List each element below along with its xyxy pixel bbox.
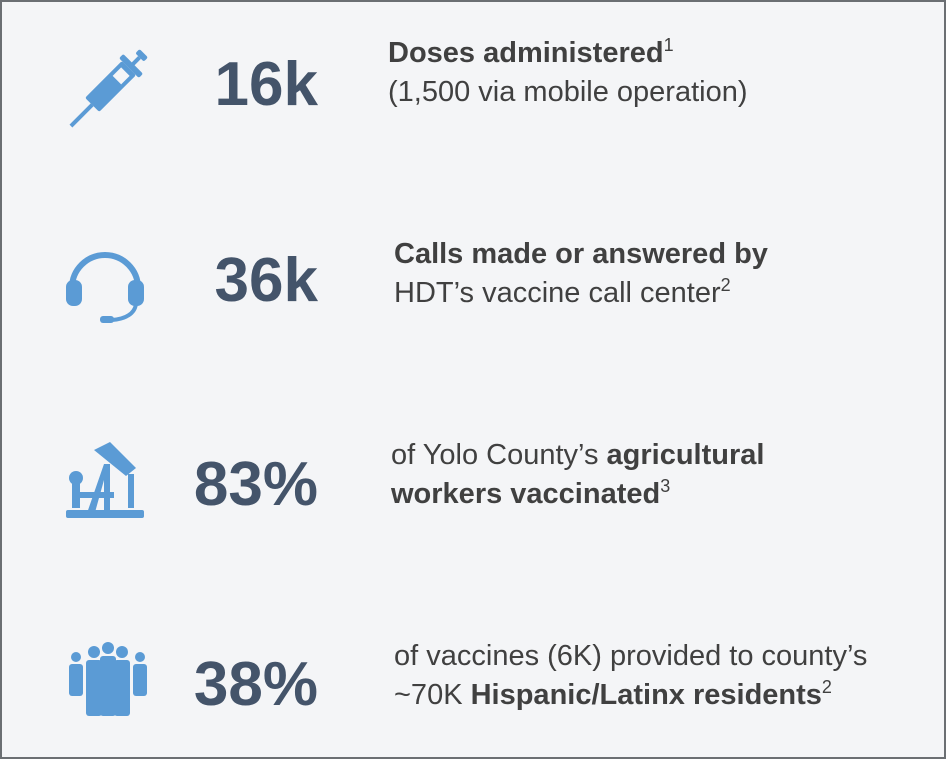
footnote-ref: 1 xyxy=(663,35,674,55)
text-line: Doses administered1 xyxy=(388,34,747,73)
text-run: of Yolo County’s xyxy=(391,439,607,471)
text-run: ~70K xyxy=(394,679,471,711)
description: Calls made or answered by HDT’s vaccine c… xyxy=(394,235,768,313)
people-icon xyxy=(69,642,147,716)
description: of Yolo County’s agricultural workers vac… xyxy=(391,436,764,514)
stat: 16k xyxy=(214,50,318,119)
description: of vaccines (6K) provided to county’s ~70… xyxy=(394,637,867,715)
text-line: (1,500 via mobile operation) xyxy=(388,73,747,112)
text-line: workers vaccinated3 xyxy=(391,475,764,514)
footnote-ref: 2 xyxy=(720,275,731,295)
text-line: of vaccines (6K) provided to county’s xyxy=(394,637,867,676)
text-run: HDT’s vaccine call center xyxy=(394,277,721,309)
text-run: workers vaccinated xyxy=(391,478,661,510)
stat: 38% xyxy=(193,650,318,719)
text-run: agricultural xyxy=(606,439,765,471)
text-run: Calls made or answered by xyxy=(394,238,768,270)
stat: 83% xyxy=(193,450,318,519)
syringe-icon xyxy=(69,49,148,128)
farm-icon xyxy=(66,442,144,518)
stat: 36k xyxy=(214,246,318,315)
text-run: of vaccines (6K) provided to county’s xyxy=(394,640,868,672)
description: Doses administered1 (1,500 via mobile ope… xyxy=(388,34,747,112)
text-run: Doses administered xyxy=(388,37,664,69)
headset-icon xyxy=(66,252,144,323)
text-line: Calls made or answered by xyxy=(394,235,768,274)
text-line: of Yolo County’s agricultural xyxy=(391,436,764,475)
text-run: Hispanic/Latinx residents xyxy=(470,679,822,711)
footnote-ref: 3 xyxy=(660,476,671,496)
text-line: ~70K Hispanic/Latinx residents2 xyxy=(394,676,867,715)
text-line: HDT’s vaccine call center2 xyxy=(394,274,768,313)
text-run: (1,500 via mobile operation) xyxy=(388,76,748,108)
footnote-ref: 2 xyxy=(821,677,832,697)
